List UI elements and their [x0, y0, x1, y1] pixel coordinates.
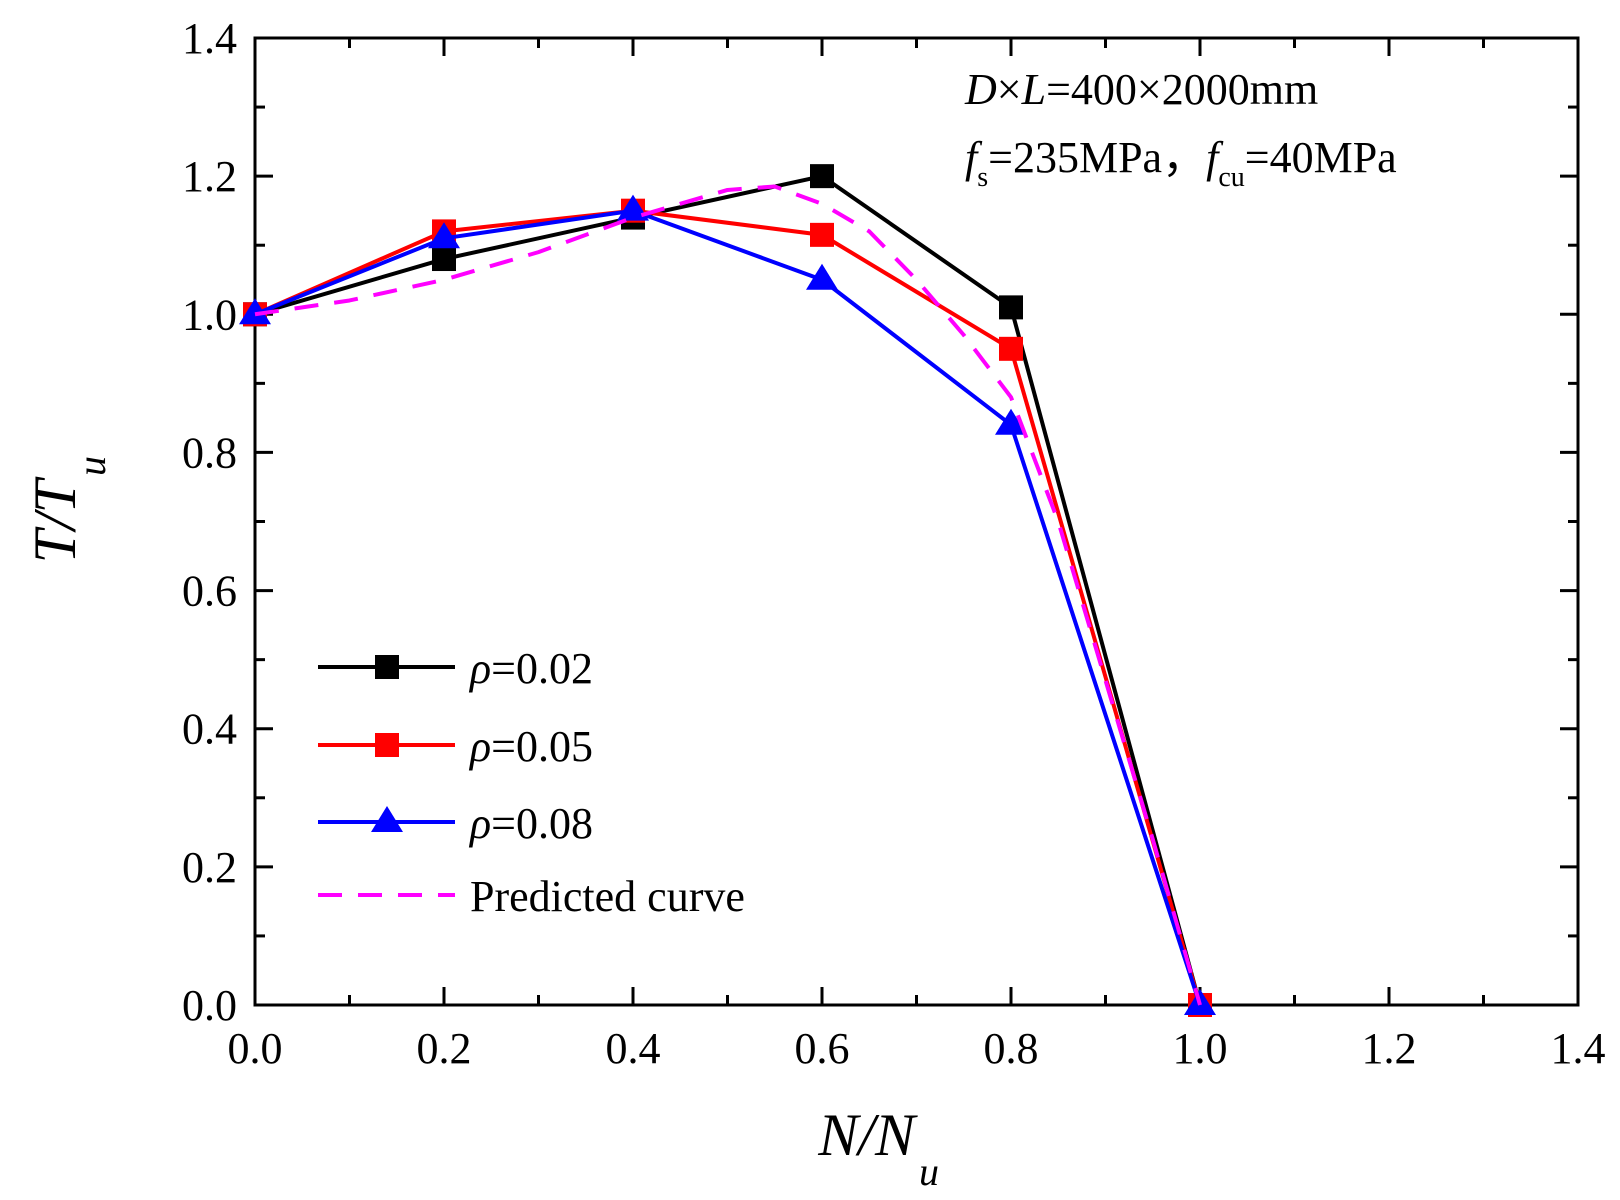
svg-text:ρ=0.02: ρ=0.02	[468, 644, 593, 693]
legend-label-rho-0.08: =0.08	[491, 799, 593, 848]
series-predicted-curve	[254, 184, 1202, 1006]
y-tick-label: 0.6	[182, 567, 237, 616]
data-point--0.08	[995, 408, 1027, 435]
legend-marker-rho-0.02	[375, 655, 399, 679]
data-point--0.05	[810, 222, 834, 247]
series--0.08	[239, 194, 1216, 1015]
series-line-predicted-curve	[254, 184, 1202, 1006]
x-tick-label: 0.4	[606, 1024, 661, 1073]
y-tick-label: 1.0	[182, 290, 237, 339]
x-tick-label: 0.2	[417, 1024, 472, 1073]
data-point--0.02	[810, 164, 834, 189]
series-line--0.08	[254, 208, 1202, 1006]
annot-fcu-val: =40MPa	[1245, 133, 1397, 182]
x-tick-label: 0.8	[984, 1024, 1039, 1073]
y-tick-label: 0.8	[182, 428, 237, 477]
data-point--0.05	[999, 336, 1023, 361]
data-point--0.08	[239, 298, 271, 325]
annot-times: ×	[997, 65, 1022, 114]
legend: ρ=0.02 ρ=0.05 ρ=0.08 Predicted curve	[318, 644, 745, 921]
y-axis-title-main: T/T	[22, 476, 88, 563]
y-tick-label: 0.4	[182, 705, 237, 754]
annot-dims: =400×2000mm	[1046, 65, 1318, 114]
legend-rho-symbol: ρ	[468, 799, 491, 848]
legend-item-rho-0.05: ρ=0.05	[318, 722, 593, 771]
annot-l: L	[1021, 65, 1046, 114]
x-axis-title: N/N u	[817, 1102, 939, 1194]
annot-fs-val: =235MPa，	[988, 133, 1206, 182]
legend-label-rho-0.05: =0.05	[491, 722, 593, 771]
y-axis-title-sub: u	[69, 456, 114, 476]
legend-label-rho-0.02: =0.02	[491, 644, 593, 693]
y-tick-label: 1.4	[182, 14, 237, 63]
svg-text:fs=235MPa，fcu=40MPa: fs=235MPa，fcu=40MPa	[965, 133, 1397, 193]
legend-rho-symbol: ρ	[468, 722, 491, 771]
legend-rho-symbol: ρ	[468, 644, 491, 693]
x-tick-label: 0.0	[228, 1024, 283, 1073]
svg-text:ρ=0.05: ρ=0.05	[468, 722, 593, 771]
x-tick-label: 1.2	[1362, 1024, 1417, 1073]
annot-fs-sub: s	[977, 162, 988, 193]
legend-item-rho-0.08: ρ=0.08	[318, 799, 593, 848]
x-tick-label: 1.4	[1551, 1024, 1606, 1073]
series-layer	[239, 164, 1216, 1017]
y-tick-label: 0.0	[182, 981, 237, 1030]
svg-text:ρ=0.08: ρ=0.08	[468, 799, 593, 848]
axes: 0.0 0.2 0.4 0.6 0.8 1.0 1.2 1.4 0.0 0.2 0.4 0.6 0.8 1…	[182, 14, 1606, 1073]
x-axis-title-sub: u	[919, 1149, 939, 1194]
legend-marker-rho-0.08	[371, 806, 403, 832]
svg-text:D×L=400×2000mm: D×L=400×2000mm	[964, 65, 1318, 114]
y-tick-label: 1.2	[182, 152, 237, 201]
annot-d: D	[964, 65, 997, 114]
x-tick-label: 0.6	[795, 1024, 850, 1073]
x-axis-title-main: N/N	[817, 1102, 918, 1168]
annot-fcu-sub: cu	[1218, 162, 1244, 193]
legend-item-predicted-curve: Predicted curve	[318, 872, 745, 921]
x-tick-label: 1.0	[1173, 1024, 1228, 1073]
parameter-annotation: D×L=400×2000mm fs=235MPa，fcu=40MPa	[964, 65, 1397, 193]
y-tick-label: 0.2	[182, 843, 237, 892]
series-line--0.05	[254, 208, 1202, 1006]
data-point--0.08	[617, 194, 649, 221]
data-point--0.02	[432, 247, 456, 272]
data-point--0.02	[999, 295, 1023, 320]
legend-marker-rho-0.05	[375, 733, 399, 757]
data-point--0.08	[428, 222, 460, 249]
y-axis-title: T/T u	[22, 456, 114, 563]
legend-item-rho-0.02: ρ=0.02	[318, 644, 593, 693]
series-line--0.02	[254, 174, 1202, 1006]
plot-frame	[253, 36, 1580, 1007]
legend-label-predicted-curve: Predicted curve	[470, 872, 745, 921]
data-point--0.08	[806, 263, 838, 290]
